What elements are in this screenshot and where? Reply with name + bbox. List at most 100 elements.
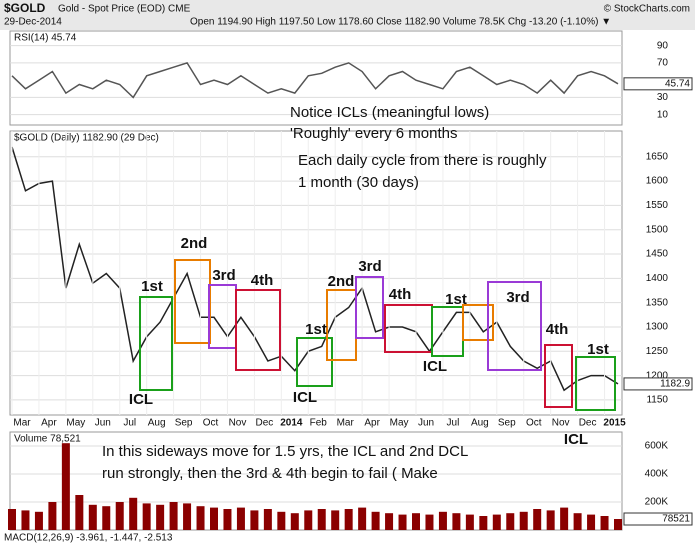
bar (169, 502, 178, 530)
bar (331, 510, 340, 530)
bar (75, 495, 84, 530)
cycle-label: ICL (423, 358, 447, 375)
y-tick-label: 1550 (646, 200, 669, 211)
panel-title: $GOLD (Daily) 1182.90 (29 Dec) (14, 133, 159, 144)
x-tick-label: 2015 (603, 418, 626, 429)
cycle-label: 3rd (358, 258, 381, 275)
x-tick-label: Aug (471, 418, 489, 429)
annotation: 'Roughly' every 6 months (290, 125, 457, 142)
panel-frame (9, 130, 623, 416)
cycle-label: 1st (587, 341, 609, 358)
bar (236, 507, 245, 530)
bar (452, 513, 461, 530)
x-tick-label: Nov (229, 418, 247, 429)
x-tick-label: Jul (123, 418, 136, 429)
bar (560, 507, 569, 530)
source: © StockCharts.com (604, 4, 690, 15)
bar (34, 511, 43, 530)
stats: Open 1194.90 High 1197.50 Low 1178.60 Cl… (190, 17, 611, 28)
annotation: In this sideways move for 1.5 yrs, the I… (102, 443, 468, 460)
y-tick-label: 200K (645, 497, 669, 508)
y-tick-label: 600K (645, 441, 669, 452)
y-tick-label: 1650 (646, 151, 669, 162)
bar (304, 510, 313, 530)
macd-label: MACD(12,26,9) -3.961, -1.447, -2.513 (4, 533, 173, 544)
x-tick-label: Nov (552, 418, 570, 429)
cycle-label: 3rd (506, 289, 529, 306)
bar (533, 509, 542, 530)
bar (290, 513, 299, 530)
bar (129, 497, 138, 530)
bar (183, 503, 192, 530)
bar (344, 509, 353, 530)
bar (210, 507, 218, 530)
x-tick-label: Jun (418, 418, 434, 429)
last-value-box (623, 377, 693, 391)
bar (587, 514, 596, 530)
annotation: Each daily cycle from there is roughly (298, 152, 547, 169)
bar (223, 509, 232, 530)
cycle-label: 1st (445, 291, 467, 308)
cycle-label: 2nd (328, 273, 355, 290)
bar (614, 519, 622, 530)
bar (156, 504, 165, 530)
cycle-box (575, 356, 616, 411)
x-tick-label: Oct (526, 418, 542, 429)
x-tick-label: Dec (579, 418, 597, 429)
bar (317, 509, 326, 530)
cycle-label: ICL (129, 391, 153, 408)
bar (506, 513, 515, 530)
x-tick-label: Oct (203, 418, 219, 429)
bar (142, 503, 151, 530)
bar (492, 514, 501, 530)
bar (250, 510, 259, 530)
line-series (11, 146, 619, 392)
x-tick-label: Aug (148, 418, 166, 429)
x-tick-label: Feb (310, 418, 328, 429)
bar (21, 510, 30, 530)
bar (465, 514, 474, 530)
instrument-name: Gold - Spot Price (EOD) CME (58, 4, 191, 15)
bar (48, 502, 57, 530)
date: 29-Dec-2014 (4, 17, 62, 28)
y-tick-label: 400K (645, 469, 669, 480)
x-tick-label: Mar (13, 418, 31, 429)
cycle-box (355, 276, 384, 339)
x-tick-label: 2014 (280, 418, 303, 429)
bar (8, 509, 16, 530)
y-tick-label: 1450 (646, 249, 669, 260)
cycle-box (296, 337, 333, 387)
header-bg (0, 0, 695, 30)
x-tick-label: Apr (41, 418, 57, 429)
cycle-label: ICL (293, 389, 317, 406)
cycle-label: 4th (251, 272, 274, 289)
y-tick-label: 10 (657, 109, 669, 120)
bar (438, 511, 447, 530)
y-tick-label: 1600 (646, 176, 669, 187)
bar (102, 506, 111, 530)
last-value: 78521 (662, 514, 690, 525)
bar (358, 507, 367, 530)
y-tick-label: 90 (657, 40, 669, 51)
last-value-box (623, 77, 693, 91)
cycle-box (462, 304, 494, 341)
bar (398, 514, 407, 530)
symbol: $GOLD (4, 1, 46, 15)
cycle-label: 1st (305, 321, 327, 338)
cycle-box (235, 289, 281, 371)
bar (385, 513, 394, 530)
y-tick-label: 1250 (646, 346, 669, 357)
y-tick-label: 70 (657, 58, 669, 69)
cycle-label: ICL (564, 431, 588, 448)
cycle-box (487, 281, 542, 371)
cycle-label: 2nd (181, 235, 208, 252)
panel-title: RSI(14) 45.74 (14, 33, 77, 44)
last-value: 45.74 (665, 78, 690, 89)
x-tick-label: May (66, 418, 85, 429)
panel-title: Volume 78,521 (14, 434, 81, 445)
y-tick-label: 1200 (646, 370, 669, 381)
x-tick-label: May (390, 418, 409, 429)
cycle-label: 4th (389, 286, 412, 303)
bar (425, 514, 434, 530)
